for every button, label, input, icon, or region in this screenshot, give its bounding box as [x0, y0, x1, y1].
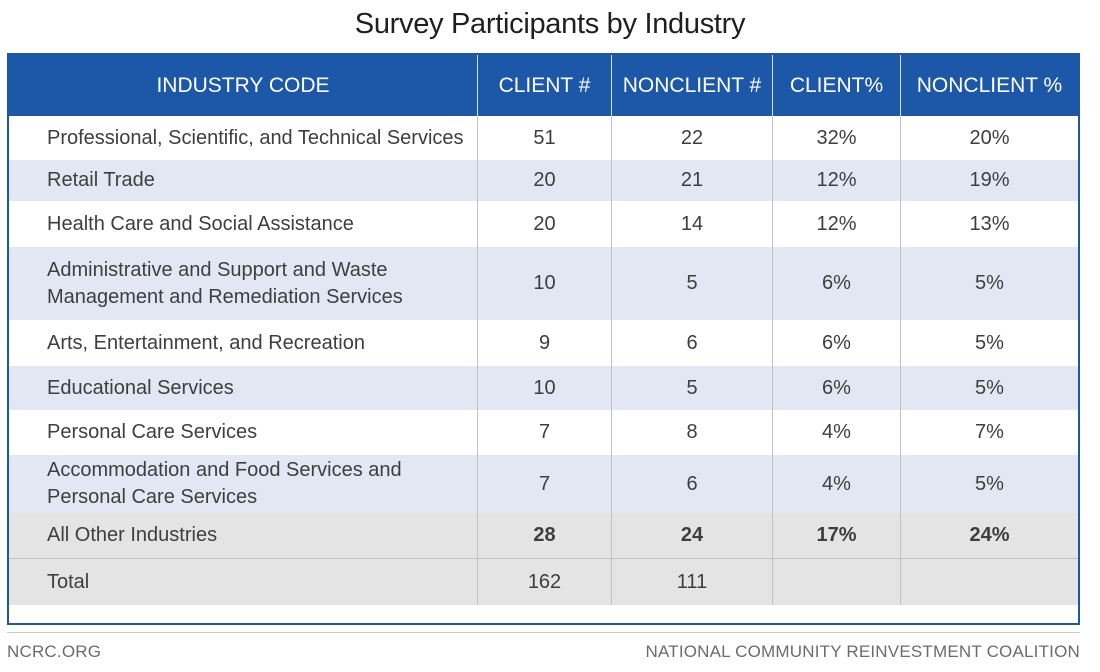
total-row: Total 162 111 [9, 558, 1078, 605]
cell-nonclient-percent: 5% [975, 376, 1004, 399]
cell-industry-name: Arts, Entertainment, and Recreation [9, 320, 478, 366]
table-row: Educational Services 10 5 6% 5% [9, 366, 1078, 410]
cell-industry-name: Personal Care Services [9, 410, 478, 455]
cell-client-count: 28 [478, 513, 612, 558]
cell-industry-name: Retail Trade [9, 160, 478, 201]
cell-industry-name: Educational Services [9, 366, 478, 410]
table-row: Health Care and Social Assistance 20 14 12%… [9, 201, 1078, 247]
table-row: Professional, Scientific, and Technical … [9, 116, 1078, 160]
cell-nonclient-count: 6 [612, 455, 773, 513]
cell-client-percent [773, 559, 901, 605]
cell-nonclient-count: 6 [612, 320, 773, 366]
table-row: Retail Trade 20 21 12% 19% [9, 160, 1078, 201]
cell-nonclient-count: 22 [612, 116, 773, 160]
data-table: INDUSTRY CODE CLIENT # NONCLIENT # CLIEN… [7, 53, 1080, 625]
cell-client-count: 7 [478, 410, 612, 455]
cell-industry-name: Accommodation and Food Services and Pers… [9, 455, 478, 513]
cell-client-percent: 4% [773, 455, 901, 513]
cell-nonclient-percent: 20% [969, 126, 1010, 149]
footer-divider [7, 632, 1080, 633]
cell-client-percent: 4% [773, 410, 901, 455]
cell-client-percent: 17% [773, 513, 901, 558]
cell-nonclient-count: 5 [612, 366, 773, 410]
table-row: Personal Care Services 7 8 4% 7% [9, 410, 1078, 455]
cell-client-count: 51 [478, 116, 612, 160]
cell-nonclient-count: 21 [612, 160, 773, 201]
cell-nonclient-percent: 24% [969, 524, 1010, 546]
cell-nonclient-percent: 7% [975, 421, 1004, 443]
table-title: Survey Participants by Industry [354, 8, 746, 40]
table-row: Arts, Entertainment, and Recreation 9 6 6% 5… [9, 320, 1078, 366]
cell-nonclient-count: 8 [612, 410, 773, 455]
cell-client-percent: 6% [773, 366, 901, 410]
cell-client-count: 9 [478, 320, 612, 366]
header-industry-code: INDUSTRY CODE [9, 55, 478, 116]
cell-industry-name: Professional, Scientific, and Technical … [9, 116, 478, 160]
cell-industry-name: Total [9, 559, 478, 605]
cell-nonclient-count: 14 [612, 201, 773, 247]
cell-nonclient-percent: 5% [975, 272, 1004, 294]
header-row: INDUSTRY CODE CLIENT # NONCLIENT # CLIEN… [9, 55, 1078, 116]
cell-industry-name: Administrative and Support and Waste Man… [9, 247, 478, 320]
cell-nonclient-percent: 5% [975, 472, 1004, 495]
cell-industry-name: All Other Industries [9, 513, 478, 558]
cell-client-percent: 6% [773, 320, 901, 366]
cell-nonclient-percent: 5% [975, 331, 1004, 354]
cell-client-count: 10 [478, 366, 612, 410]
table-row: All Other Industries 28 24 17% 24% [9, 513, 1078, 558]
table-row: Administrative and Support and Waste Man… [9, 247, 1078, 320]
footer-site: NCRC.ORG [7, 642, 102, 661]
header-client-percent: CLIENT% [773, 55, 901, 116]
cell-nonclient-percent: 19% [969, 169, 1010, 191]
cell-client-count: 20 [478, 201, 612, 247]
footer-organization: NATIONAL COMMUNITY REINVESTMENT COALITIO… [645, 642, 1080, 661]
cell-client-percent: 32% [773, 116, 901, 160]
header-client-count: CLIENT # [478, 55, 612, 116]
cell-client-percent: 6% [773, 247, 901, 320]
cell-client-count: 162 [478, 559, 612, 605]
cell-client-count: 7 [478, 455, 612, 513]
header-nonclient-count: NONCLIENT # [612, 55, 773, 116]
cell-client-percent: 12% [773, 201, 901, 247]
cell-industry-name: Health Care and Social Assistance [9, 201, 478, 247]
cell-nonclient-percent [901, 559, 1078, 605]
cell-nonclient-count: 5 [612, 247, 773, 320]
cell-client-count: 10 [478, 247, 612, 320]
table-row: Accommodation and Food Services and Pers… [9, 455, 1078, 513]
cell-nonclient-percent: 13% [969, 212, 1010, 235]
cell-client-count: 20 [478, 160, 612, 201]
header-nonclient-percent: NONCLIENT % [916, 74, 1063, 97]
cell-client-percent: 12% [773, 160, 901, 201]
cell-nonclient-count: 24 [612, 513, 773, 558]
cell-nonclient-count: 111 [612, 559, 773, 605]
